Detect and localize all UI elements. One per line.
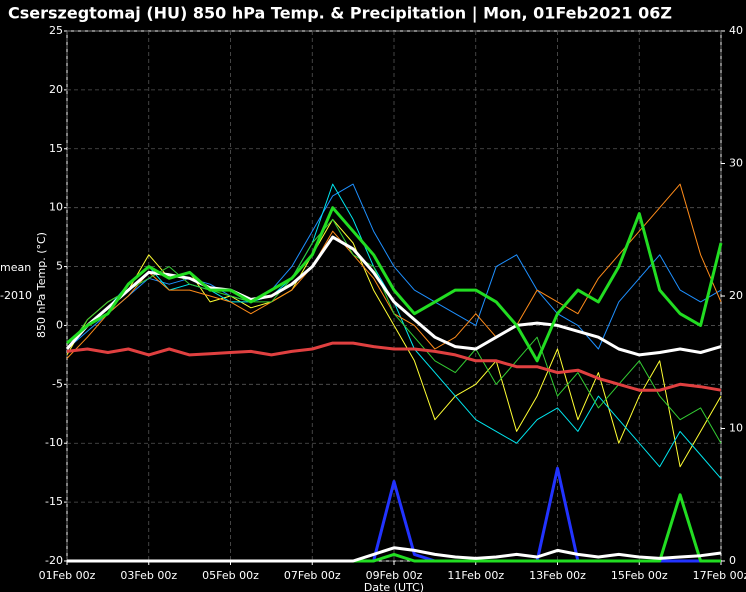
- y-tick-label: 15: [49, 142, 63, 155]
- series-line: [66, 218, 722, 444]
- y-tick-label: 20: [49, 83, 63, 96]
- series-line: [66, 206, 723, 363]
- y2-tick-label: 30: [729, 157, 743, 170]
- y-tick-label: 25: [49, 24, 63, 37]
- x-axis-label: Date (UTC): [364, 581, 424, 592]
- x-tick-label: 01Feb 00z: [39, 569, 96, 582]
- x-tick-label: 07Feb 00z: [284, 569, 341, 582]
- x-tick-label: 15Feb 00z: [611, 569, 668, 582]
- chart-title: Cserszegtomaj (HU) 850 hPa Temp. & Preci…: [8, 4, 672, 24]
- x-tick-label: 03Feb 00z: [120, 569, 177, 582]
- y2-tick-label: 10: [729, 422, 743, 435]
- y2-tick-label: 20: [729, 289, 743, 302]
- series-line: [66, 183, 722, 350]
- x-tick-label: 05Feb 00z: [202, 569, 259, 582]
- x-tick-label: 13Feb 00z: [529, 569, 586, 582]
- y-tick-label: -20: [45, 554, 63, 567]
- y-tick-label: 5: [56, 260, 63, 273]
- y2-tick-label: 40: [729, 24, 743, 37]
- y-tick-label: -10: [45, 436, 63, 449]
- series-line: [67, 546, 722, 563]
- x-tick-label: 11Feb 00z: [447, 569, 504, 582]
- series-line: [66, 341, 722, 392]
- legend-fragment: -2010: [0, 289, 32, 302]
- y-tick-label: -15: [45, 495, 63, 508]
- y-axis-label: 850 hPa Temp. (°C): [35, 232, 48, 338]
- y-tick-label: -5: [52, 377, 63, 390]
- x-tick-label: 09Feb 00z: [366, 569, 423, 582]
- y-tick-label: 10: [49, 201, 63, 214]
- y-tick-label: 0: [56, 318, 63, 331]
- x-tick-label: 17Feb 00z: [693, 569, 746, 582]
- legend-fragment: mean: [0, 261, 31, 274]
- y2-tick-label: 0: [729, 554, 736, 567]
